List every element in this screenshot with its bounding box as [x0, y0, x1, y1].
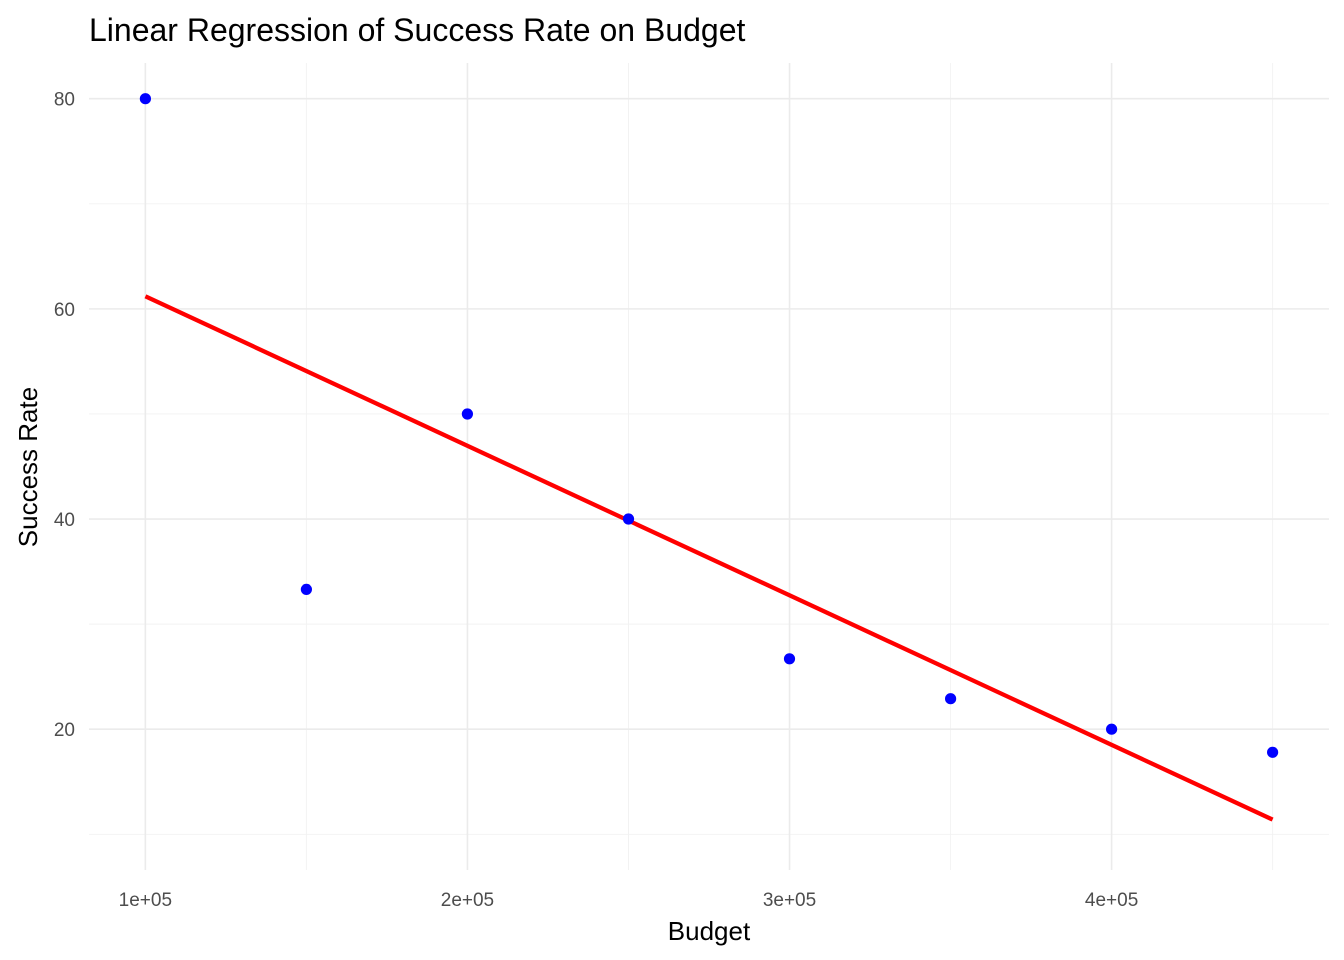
x-axis-label: Budget — [668, 916, 751, 946]
data-point — [622, 513, 635, 525]
regression-line — [144, 294, 1274, 822]
data-points-layer — [139, 93, 1279, 758]
data-point — [139, 93, 151, 105]
x-tick-label: 1e+05 — [119, 890, 172, 911]
data-point — [783, 653, 796, 665]
y-tick-label: 80 — [54, 90, 75, 111]
x-tick-label: 2e+05 — [441, 890, 494, 911]
grid-layer — [89, 63, 1329, 870]
regression-line-layer — [144, 294, 1274, 822]
data-point — [1267, 746, 1279, 758]
data-point — [461, 408, 473, 420]
y-tick-label: 40 — [54, 510, 75, 531]
data-point — [945, 693, 957, 705]
data-point — [300, 583, 312, 596]
tick-labels-layer: 1e+05 2e+05 3e+05 4e+05 20 40 60 80 — [54, 90, 1138, 911]
data-point — [1106, 723, 1118, 735]
chart-title: Linear Regression of Success Rate on Bud… — [89, 12, 746, 48]
y-tick-label: 60 — [54, 300, 75, 321]
y-axis-label: Success Rate — [13, 387, 43, 547]
x-tick-label: 4e+05 — [1085, 890, 1138, 911]
x-tick-label: 3e+05 — [763, 890, 816, 911]
y-tick-label: 20 — [54, 720, 75, 741]
